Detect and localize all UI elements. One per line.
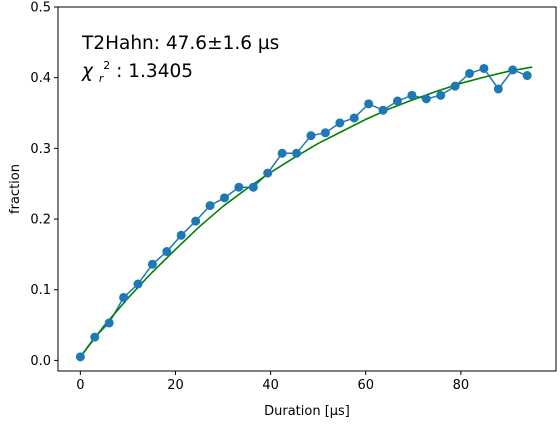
data-point (522, 71, 532, 81)
data-point (508, 65, 518, 75)
data-point (248, 182, 258, 192)
y-axis-label: fraction (8, 164, 23, 214)
data-point (335, 118, 345, 128)
y-tick-label: 0.1 (30, 283, 51, 298)
data-point (90, 332, 100, 342)
data-point (205, 201, 215, 211)
chi-squared-annotation: χ r 2 : 1.3405 (81, 53, 193, 87)
x-tick-label: 80 (453, 378, 470, 393)
x-tick-label: 0 (76, 378, 84, 393)
data-point (465, 68, 475, 78)
data-point (263, 168, 273, 178)
data-point (162, 247, 172, 257)
data-point (119, 292, 129, 302)
x-tick-label: 60 (357, 378, 374, 393)
plot-area (57, 6, 557, 372)
data-point (407, 90, 417, 100)
data-point (320, 128, 330, 138)
x-axis-label: Duration [µs] (264, 404, 350, 419)
data-point (450, 81, 460, 91)
data-point (292, 148, 302, 158)
series-layer (75, 63, 533, 362)
data-point (479, 63, 489, 73)
data-point (392, 96, 402, 106)
data-point (176, 230, 186, 240)
chi-superscript: 2 (103, 59, 110, 72)
data-point (436, 90, 446, 100)
y-axis-ticks: 0.0 0.1 0.2 0.3 0.4 0.5 (30, 1, 58, 369)
y-tick-label: 0.3 (30, 142, 51, 157)
y-tick-label: 0.0 (30, 354, 51, 369)
data-point (493, 84, 503, 94)
data-point (234, 182, 244, 192)
x-tick-label: 40 (262, 378, 279, 393)
chi-subscript: r (99, 72, 105, 85)
data-point (306, 131, 316, 141)
data-point (147, 259, 157, 269)
data-point (277, 148, 287, 158)
data-point (75, 352, 85, 362)
y-tick-label: 0.4 (30, 71, 51, 86)
data-point (349, 113, 359, 123)
y-tick-label: 0.5 (30, 1, 51, 16)
y-tick-label: 0.2 (30, 213, 51, 228)
data-point (219, 193, 229, 203)
x-tick-label: 20 (167, 378, 184, 393)
t2hahn-annotation: T2Hahn: 47.6±1.6 µs (81, 33, 279, 54)
x-axis-ticks: 0 20 40 60 80 (76, 371, 469, 393)
data-point (364, 99, 374, 109)
chi-value: : 1.3405 (116, 61, 193, 82)
data-point (421, 94, 431, 104)
data-point (191, 216, 201, 226)
data-point (104, 318, 114, 328)
data-point (378, 105, 388, 115)
data-point (133, 279, 143, 289)
chi-symbol: χ (81, 61, 94, 82)
